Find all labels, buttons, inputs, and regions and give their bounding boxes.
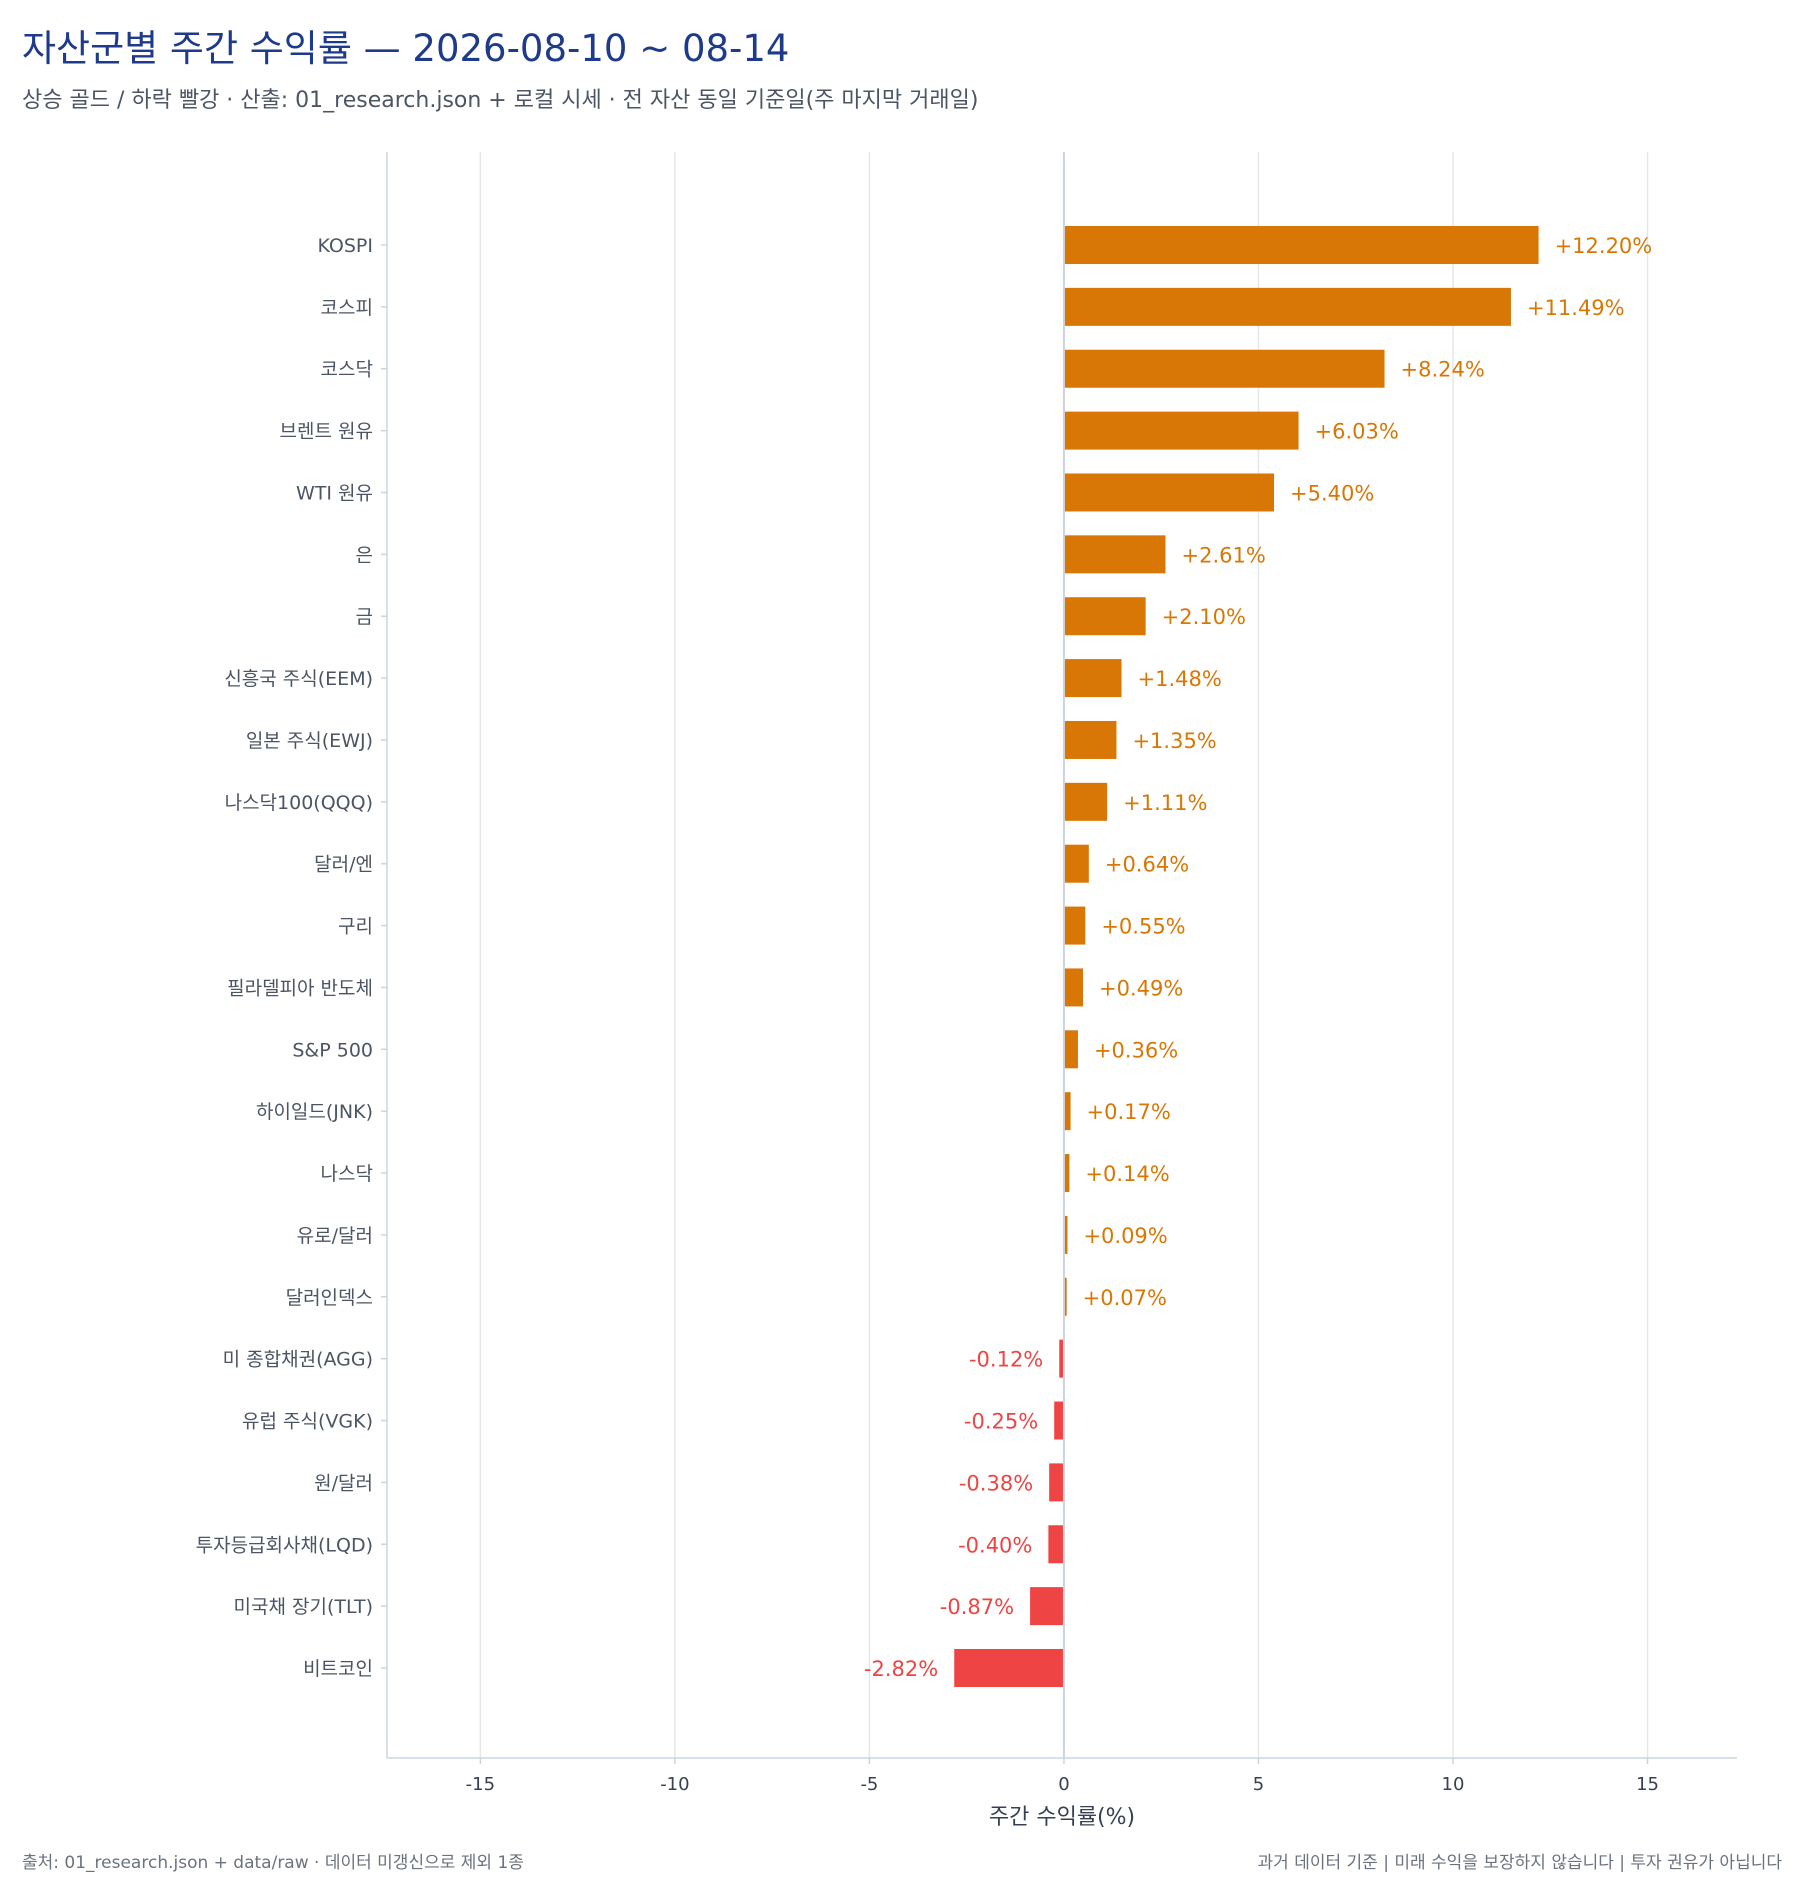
value-label: +1.48%	[1138, 667, 1222, 691]
bar	[1063, 535, 1166, 574]
value-label: -0.40%	[958, 1533, 1032, 1557]
category-label: WTI 원유	[296, 482, 373, 504]
bar	[1063, 411, 1299, 450]
bar	[1059, 1339, 1064, 1378]
value-label: +6.03%	[1315, 420, 1399, 444]
disclaimer-note: 과거 데이터 기준 | 미래 수익을 보장하지 않습니다 | 투자 권유가 아닙…	[1257, 1853, 1782, 1873]
x-tick-label: 10	[1442, 1774, 1465, 1795]
bar	[1063, 226, 1539, 264]
x-axis-title: 주간 수익률(%)	[989, 1805, 1135, 1830]
x-tick-label: -10	[660, 1774, 689, 1795]
x-tick-label: 5	[1253, 1774, 1264, 1795]
category-label: 은	[356, 544, 373, 566]
category-label: S&P 500	[292, 1039, 373, 1061]
bar	[1063, 1092, 1071, 1131]
x-tick-label: 15	[1636, 1774, 1659, 1795]
bar	[1063, 1154, 1070, 1193]
bar	[1048, 1525, 1064, 1564]
value-label: +11.49%	[1527, 296, 1625, 320]
value-label: +0.36%	[1094, 1038, 1178, 1062]
source-note: 출처: 01_research.json + data/raw · 데이터 미갱…	[22, 1853, 524, 1873]
value-label: -0.12%	[969, 1348, 1043, 1372]
value-label: +0.49%	[1099, 976, 1183, 1000]
bar	[1063, 349, 1385, 388]
category-label: 브렌트 원유	[280, 421, 373, 443]
chart-subtitle: 상승 골드 / 하락 빨강 · 산출: 01_research.json + 로…	[22, 88, 979, 113]
bar	[1063, 1030, 1078, 1069]
value-label: +0.07%	[1083, 1286, 1167, 1310]
category-label: 코스닥	[321, 359, 373, 381]
bar	[1063, 473, 1275, 512]
category-label: 유럽 주식(VGK)	[242, 1411, 373, 1433]
value-label: +2.10%	[1162, 605, 1246, 629]
value-label: +12.20%	[1555, 234, 1653, 258]
bar	[1049, 1463, 1064, 1502]
bar	[1063, 659, 1122, 698]
category-label: 필라델피아 반도체	[227, 977, 373, 999]
category-label: 구리	[338, 916, 373, 938]
bar	[1063, 1277, 1067, 1316]
bar	[1063, 782, 1108, 821]
bar	[1054, 1401, 1064, 1440]
bar	[1063, 287, 1511, 326]
value-label: +0.64%	[1105, 853, 1189, 877]
x-tick-label: -5	[860, 1774, 878, 1795]
category-label: 일본 주식(EWJ)	[246, 730, 373, 752]
category-label: 미국채 장기(TLT)	[234, 1596, 373, 1618]
bar	[1030, 1587, 1064, 1626]
value-label: +2.61%	[1181, 543, 1265, 567]
value-label: +1.35%	[1132, 729, 1216, 753]
category-label: 달러인덱스	[286, 1287, 373, 1309]
category-label: KOSPI	[318, 235, 374, 257]
value-label: +0.55%	[1101, 915, 1185, 939]
category-label: 비트코인	[303, 1658, 373, 1680]
value-label: +0.14%	[1085, 1162, 1169, 1186]
value-label: +1.11%	[1123, 791, 1207, 815]
category-label: 달러/엔	[314, 854, 373, 876]
bar	[1063, 968, 1084, 1007]
value-label: +8.24%	[1401, 358, 1485, 382]
bar	[1063, 844, 1089, 883]
bar	[1063, 597, 1146, 636]
value-label: +0.09%	[1083, 1224, 1167, 1248]
category-label: 코스피	[321, 297, 373, 319]
category-label: 나스닥100(QQQ)	[225, 792, 373, 814]
category-label: 하이일드(JNK)	[256, 1101, 373, 1123]
value-label: -0.38%	[959, 1471, 1033, 1495]
value-label: -0.87%	[940, 1595, 1014, 1619]
x-tick-label: 0	[1058, 1774, 1069, 1795]
category-label: 원/달러	[314, 1472, 373, 1494]
category-label: 금	[356, 606, 373, 628]
value-label: -0.25%	[964, 1410, 1038, 1434]
bar	[1063, 906, 1086, 945]
category-label: 신흥국 주식(EEM)	[224, 668, 373, 690]
category-label: 투자등급회사채(LQD)	[196, 1534, 373, 1556]
bar	[954, 1649, 1064, 1687]
category-label: 유로/달러	[297, 1225, 373, 1247]
value-label: +0.17%	[1087, 1100, 1171, 1124]
category-label: 나스닥	[321, 1163, 373, 1185]
x-tick-label: -15	[466, 1774, 495, 1795]
bar	[1063, 1215, 1068, 1254]
bar	[1063, 720, 1117, 759]
value-label: -2.82%	[864, 1657, 938, 1681]
chart-title: 자산군별 주간 수익률 — 2026-08-10 ~ 08-14	[22, 27, 790, 70]
category-label: 미 종합채권(AGG)	[223, 1349, 373, 1371]
value-label: +5.40%	[1290, 481, 1374, 505]
